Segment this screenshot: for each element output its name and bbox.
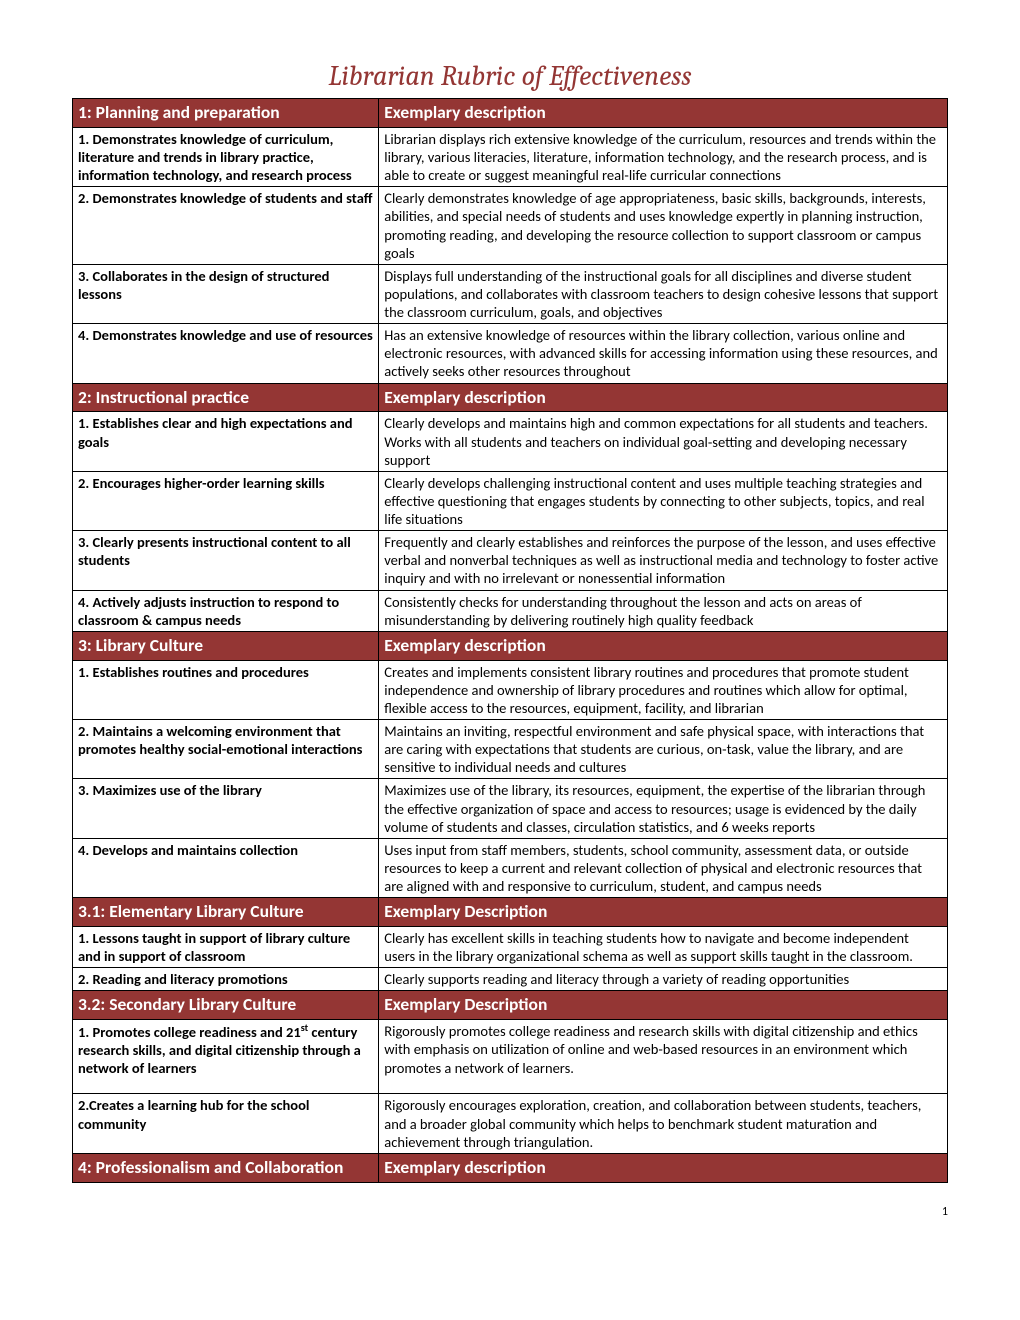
section-header-row: 2: Instructional practiceExemplary descr… (73, 383, 948, 412)
section-header-right: Exemplary description (379, 383, 948, 412)
criterion-cell: 4. Actively adjusts instruction to respo… (73, 590, 379, 631)
section-header-row: 3.2: Secondary Library CultureExemplary … (73, 991, 948, 1020)
section-header-row: 1: Planning and preparationExemplary des… (73, 99, 948, 128)
rubric-row: 4. Develops and maintains collectionUses… (73, 838, 948, 897)
section-header-left: 3.2: Secondary Library Culture (73, 991, 379, 1020)
criterion-cell: 1. Lessons taught in support of library … (73, 927, 379, 968)
section-header-left: 1: Planning and preparation (73, 99, 379, 128)
section-header-right: Exemplary Description (379, 898, 948, 927)
criterion-cell: 1. Demonstrates knowledge of curriculum,… (73, 127, 379, 186)
description-cell: Creates and implements consistent librar… (379, 660, 948, 719)
section-header-left: 3.1: Elementary Library Culture (73, 898, 379, 927)
criterion-cell: 4. Develops and maintains collection (73, 838, 379, 897)
rubric-row: 4. Demonstrates knowledge and use of res… (73, 324, 948, 383)
rubric-row: 1. Promotes college readiness and 21st c… (73, 1020, 948, 1094)
description-cell: Clearly develops challenging instruction… (379, 471, 948, 530)
description-cell: Has an extensive knowledge of resources … (379, 324, 948, 383)
rubric-row: 3. Collaborates in the design of structu… (73, 264, 948, 323)
rubric-row: 1. Establishes routines and proceduresCr… (73, 660, 948, 719)
rubric-row: 1. Lessons taught in support of library … (73, 927, 948, 968)
criterion-cell: 1. Establishes clear and high expectatio… (73, 412, 379, 471)
description-cell: Uses input from staff members, students,… (379, 838, 948, 897)
description-cell: Clearly supports reading and literacy th… (379, 968, 948, 991)
rubric-row: 1. Demonstrates knowledge of curriculum,… (73, 127, 948, 186)
description-cell: Consistently checks for understanding th… (379, 590, 948, 631)
page-number: 1 (72, 1205, 948, 1219)
section-header-right: Exemplary description (379, 99, 948, 128)
section-header-row: 3: Library CultureExemplary description (73, 631, 948, 660)
rubric-row: 4. Actively adjusts instruction to respo… (73, 590, 948, 631)
criterion-cell: 2. Reading and literacy promotions (73, 968, 379, 991)
description-cell: Clearly develops and maintains high and … (379, 412, 948, 471)
criterion-cell: 1. Promotes college readiness and 21st c… (73, 1020, 379, 1094)
description-cell: Clearly demonstrates knowledge of age ap… (379, 187, 948, 265)
criterion-cell: 3. Clearly presents instructional conten… (73, 531, 379, 590)
rubric-row: 2. Reading and literacy promotionsClearl… (73, 968, 948, 991)
rubric-table: 1: Planning and preparationExemplary des… (72, 98, 948, 1183)
description-cell: Clearly has excellent skills in teaching… (379, 927, 948, 968)
criterion-cell: 2. Demonstrates knowledge of students an… (73, 187, 379, 265)
criterion-cell: 2. Maintains a welcoming environment tha… (73, 720, 379, 779)
criterion-cell: 3. Maximizes use of the library (73, 779, 379, 838)
description-cell: Maintains an inviting, respectful enviro… (379, 720, 948, 779)
section-header-right: Exemplary description (379, 631, 948, 660)
criterion-cell: 1. Establishes routines and procedures (73, 660, 379, 719)
criterion-cell: 2.Creates a learning hub for the school … (73, 1094, 379, 1153)
section-header-left: 4: Professionalism and Collaboration (73, 1153, 379, 1182)
rubric-row: 3. Maximizes use of the libraryMaximizes… (73, 779, 948, 838)
section-header-row: 3.1: Elementary Library CultureExemplary… (73, 898, 948, 927)
description-cell: Displays full understanding of the instr… (379, 264, 948, 323)
description-cell: Librarian displays rich extensive knowle… (379, 127, 948, 186)
rubric-row: 3. Clearly presents instructional conten… (73, 531, 948, 590)
section-header-right: Exemplary description (379, 1153, 948, 1182)
section-header-right: Exemplary Description (379, 991, 948, 1020)
rubric-row: 2. Demonstrates knowledge of students an… (73, 187, 948, 265)
rubric-row: 2. Encourages higher-order learning skil… (73, 471, 948, 530)
description-cell: Rigorously promotes college readiness an… (379, 1020, 948, 1094)
criterion-cell: 4. Demonstrates knowledge and use of res… (73, 324, 379, 383)
criterion-cell: 2. Encourages higher-order learning skil… (73, 471, 379, 530)
description-cell: Frequently and clearly establishes and r… (379, 531, 948, 590)
criterion-cell: 3. Collaborates in the design of structu… (73, 264, 379, 323)
description-cell: Maximizes use of the library, its resour… (379, 779, 948, 838)
description-cell: Rigorously encourages exploration, creat… (379, 1094, 948, 1153)
section-header-left: 3: Library Culture (73, 631, 379, 660)
section-header-left: 2: Instructional practice (73, 383, 379, 412)
rubric-row: 2. Maintains a welcoming environment tha… (73, 720, 948, 779)
section-header-row: 4: Professionalism and CollaborationExem… (73, 1153, 948, 1182)
document-title: Librarian Rubric of Effectiveness (72, 60, 948, 92)
rubric-row: 1. Establishes clear and high expectatio… (73, 412, 948, 471)
rubric-row: 2.Creates a learning hub for the school … (73, 1094, 948, 1153)
